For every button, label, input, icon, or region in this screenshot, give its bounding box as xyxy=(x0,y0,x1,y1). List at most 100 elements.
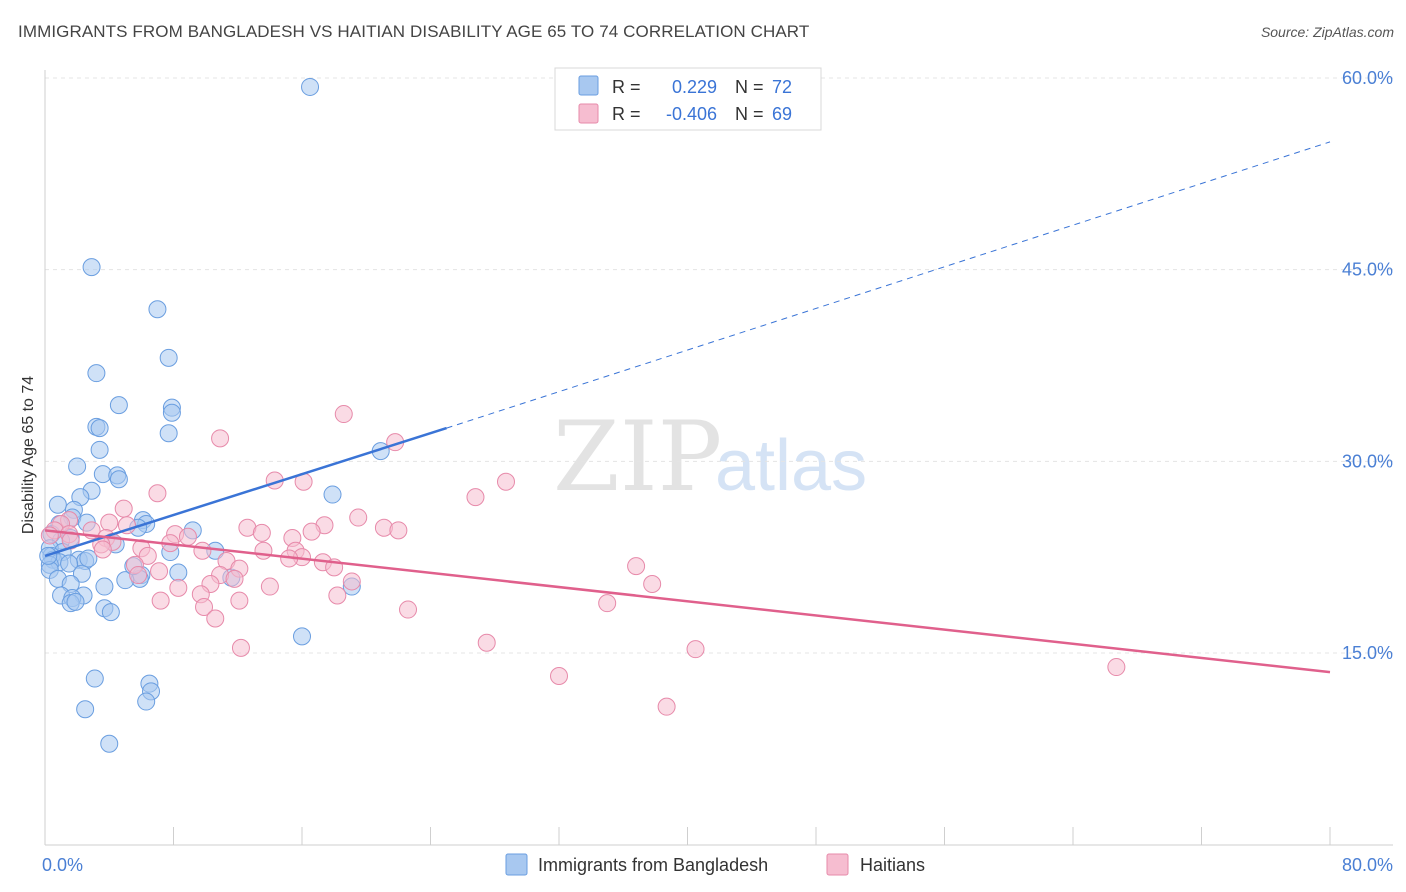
data-point xyxy=(301,77,320,96)
source-label: Source: ZipAtlas.com xyxy=(1260,24,1394,40)
data-point xyxy=(60,554,79,573)
data-point xyxy=(82,258,101,277)
data-point xyxy=(148,300,167,319)
data-point xyxy=(101,603,120,622)
data-point xyxy=(137,692,156,711)
bottom-legend-label-bangladesh: Immigrants from Bangladesh xyxy=(538,855,768,875)
y-tick-label: 15.0% xyxy=(1342,643,1393,663)
data-point xyxy=(231,638,250,657)
data-point xyxy=(90,440,109,459)
data-point xyxy=(95,577,114,596)
data-point xyxy=(159,348,178,367)
y-tick-label: 30.0% xyxy=(1342,451,1393,471)
data-point xyxy=(148,484,167,503)
legend-r-label: R = xyxy=(612,77,641,97)
bottom-legend-swatch-haitians xyxy=(826,853,849,876)
watermark-zip: ZIP xyxy=(553,401,722,513)
data-point xyxy=(342,572,361,591)
data-point xyxy=(466,488,485,507)
data-point xyxy=(334,405,353,424)
data-point xyxy=(178,527,197,546)
data-point xyxy=(657,697,676,716)
data-point xyxy=(293,627,311,646)
trend-line-haitians xyxy=(44,529,1331,674)
data-point xyxy=(323,485,342,504)
data-point xyxy=(129,566,148,585)
bottom-legend: Immigrants from Bangladesh Haitians xyxy=(505,853,925,876)
grid xyxy=(45,77,1393,654)
data-point xyxy=(68,457,87,476)
data-point xyxy=(496,472,515,491)
data-point xyxy=(260,577,279,596)
data-point xyxy=(151,591,170,610)
x-tick-label: 80.0% xyxy=(1342,855,1393,875)
data-point xyxy=(150,562,169,581)
data-point xyxy=(598,594,617,613)
trend-line-bangladesh xyxy=(44,426,447,558)
legend-n-label: N = xyxy=(735,77,764,97)
legend-n-label: N = xyxy=(735,104,764,124)
data-point xyxy=(550,667,568,685)
data-point xyxy=(169,578,188,597)
data-point xyxy=(93,540,112,559)
data-point xyxy=(66,592,85,611)
data-point xyxy=(100,513,119,532)
data-point xyxy=(252,523,271,542)
trend-lines xyxy=(44,141,1331,674)
y-axis-label: Disability Age 65 to 74 xyxy=(20,376,37,534)
legend-swatch-bangladesh xyxy=(578,75,599,96)
data-point xyxy=(254,541,273,560)
x-tick-label: 0.0% xyxy=(42,855,83,875)
data-point xyxy=(138,546,157,565)
y-tick-label: 45.0% xyxy=(1342,260,1393,280)
axes xyxy=(44,70,1393,846)
legend-n-value: 69 xyxy=(772,104,792,124)
data-point xyxy=(114,499,133,518)
legend-r-label: R = xyxy=(612,104,641,124)
y-tick-label: 60.0% xyxy=(1342,68,1393,88)
data-point xyxy=(643,575,662,593)
data-point xyxy=(159,424,178,443)
data-point xyxy=(389,521,408,540)
data-point xyxy=(195,598,214,616)
data-point xyxy=(302,522,321,541)
legend-swatch-haitians xyxy=(578,103,599,124)
data-point xyxy=(225,569,244,588)
data-point xyxy=(109,470,128,489)
legend-r-value: -0.406 xyxy=(666,104,717,124)
watermark-atlas: atlas xyxy=(715,426,867,506)
data-point xyxy=(477,633,496,652)
watermark: ZIP atlas xyxy=(553,401,867,513)
data-point xyxy=(211,429,230,448)
data-point xyxy=(686,640,705,659)
data-point xyxy=(349,508,368,527)
trend-line-bangladesh-extension xyxy=(446,141,1331,429)
data-point xyxy=(328,586,347,605)
data-point xyxy=(109,396,128,415)
legend-n-value: 72 xyxy=(772,77,792,97)
data-point xyxy=(162,403,181,422)
data-point xyxy=(169,563,188,582)
data-point xyxy=(193,541,212,560)
data-point xyxy=(399,600,418,619)
data-point xyxy=(79,549,98,568)
data-point xyxy=(90,419,109,438)
data-point xyxy=(627,557,646,576)
data-point xyxy=(206,609,225,628)
data-point xyxy=(72,564,91,583)
data-point xyxy=(100,734,119,753)
data-point xyxy=(87,364,106,383)
data-point xyxy=(48,495,67,514)
legend: R = 0.229 N = 72 R = -0.406 N = 69 xyxy=(554,67,822,131)
series-haitians-points xyxy=(40,405,1126,716)
tick-labels: 15.0% 30.0% 45.0% 60.0% 0.0% 80.0% xyxy=(42,68,1393,875)
data-point xyxy=(85,669,104,688)
data-point xyxy=(1107,658,1126,677)
chart-title: IMMIGRANTS FROM BANGLADESH VS HAITIAN DI… xyxy=(18,22,810,41)
bottom-legend-label-haitians: Haitians xyxy=(860,855,925,875)
data-point xyxy=(40,526,59,545)
legend-r-value: 0.229 xyxy=(672,77,717,97)
bottom-legend-swatch-bangladesh xyxy=(505,853,528,876)
data-point xyxy=(76,700,95,719)
